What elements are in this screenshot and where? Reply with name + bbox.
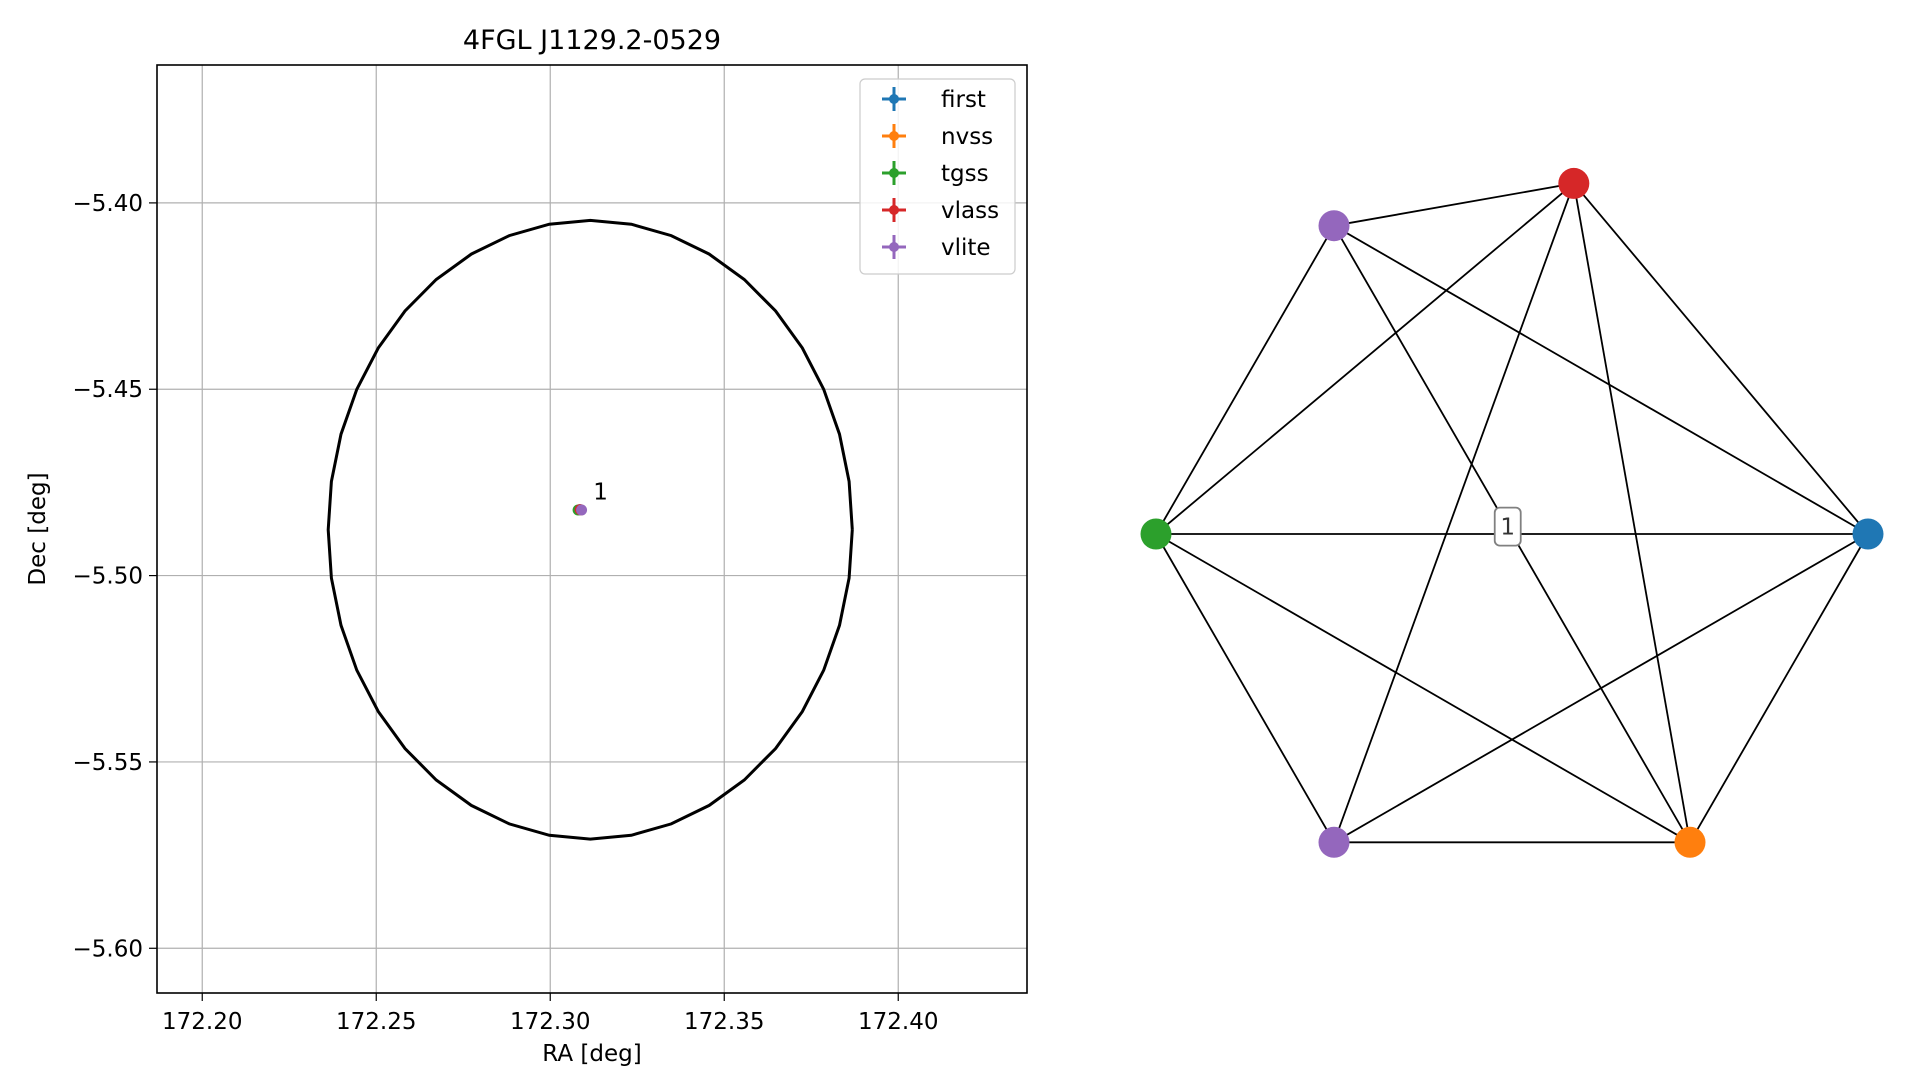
legend-label-first: first xyxy=(941,87,986,113)
ticks: 172.20 172.25 172.30 172.35 172.40 −5.40 −5.45… xyxy=(73,191,939,1035)
ellipse-layer xyxy=(326,218,854,841)
x-tick-label: 172.20 xyxy=(162,1009,242,1035)
legend-label-vlite: vlite xyxy=(941,235,991,261)
y-tick-label: −5.45 xyxy=(73,377,143,403)
uncertainty-ellipse xyxy=(326,218,854,841)
chart-title: 4FGL J1129.2-0529 xyxy=(463,25,721,56)
graph-edge xyxy=(1155,225,1335,535)
legend-label-tgss: tgss xyxy=(941,161,989,187)
graph-edge xyxy=(1155,182,1575,535)
y-tick-label: −5.60 xyxy=(73,936,143,962)
x-axis-label: RA [deg] xyxy=(542,1041,641,1067)
graph-edge xyxy=(1573,182,1869,535)
axes-frame xyxy=(156,64,1028,994)
legend: first nvss tgss vlass vlite xyxy=(859,78,1016,275)
legend-marker-dot xyxy=(889,168,899,178)
x-tick-label: 172.30 xyxy=(510,1009,590,1035)
legend-label-nvss: nvss xyxy=(941,124,993,150)
graph-node-nvss xyxy=(1674,826,1706,858)
graph-edge xyxy=(1333,183,1575,843)
y-tick-label: −5.55 xyxy=(73,750,143,776)
graph-panel: 1 xyxy=(1140,167,1884,858)
points-layer: 1 xyxy=(572,480,608,516)
x-tick-label: 172.40 xyxy=(858,1009,938,1035)
legend-marker-dot xyxy=(889,242,899,252)
graph-edge xyxy=(1155,533,1335,843)
x-tick-label: 172.25 xyxy=(336,1009,416,1035)
edges-layer xyxy=(1155,182,1869,844)
graph-node-tgss xyxy=(1140,518,1172,550)
y-tick-label: −5.40 xyxy=(73,191,143,217)
graph-edge xyxy=(1572,183,1691,843)
graph-node-first xyxy=(1852,518,1884,550)
graph-node-vlass xyxy=(1558,167,1590,199)
edge-label-layer: 1 xyxy=(1493,506,1522,547)
point-annotation: 1 xyxy=(593,480,608,506)
legend-label-vlass: vlass xyxy=(941,198,999,224)
edge-label-box xyxy=(1493,506,1522,547)
legend-marker-dot xyxy=(889,205,899,215)
edge-label: 1 xyxy=(1500,515,1515,541)
point-vlite xyxy=(576,504,588,516)
legend-marker-dot xyxy=(889,94,899,104)
nodes-layer xyxy=(1140,167,1884,858)
graph-edge xyxy=(1155,533,1691,844)
legend-box xyxy=(859,78,1016,275)
x-tick-label: 172.35 xyxy=(684,1009,764,1035)
scatter-panel: 1 172.20 172.25 172.30 172.35 172.40 −5.40 −5.… xyxy=(25,25,1028,1067)
graph-node-vlite_a xyxy=(1318,210,1350,242)
graph-edge xyxy=(1689,533,1869,843)
y-tick-label: −5.50 xyxy=(73,564,143,590)
legend-marker-dot xyxy=(889,131,899,141)
graph-edge xyxy=(1333,224,1869,535)
grid xyxy=(157,65,1027,993)
graph-edge xyxy=(1333,182,1574,227)
y-axis-label: Dec [deg] xyxy=(25,472,51,585)
graph-node-vlite_b xyxy=(1318,826,1350,858)
